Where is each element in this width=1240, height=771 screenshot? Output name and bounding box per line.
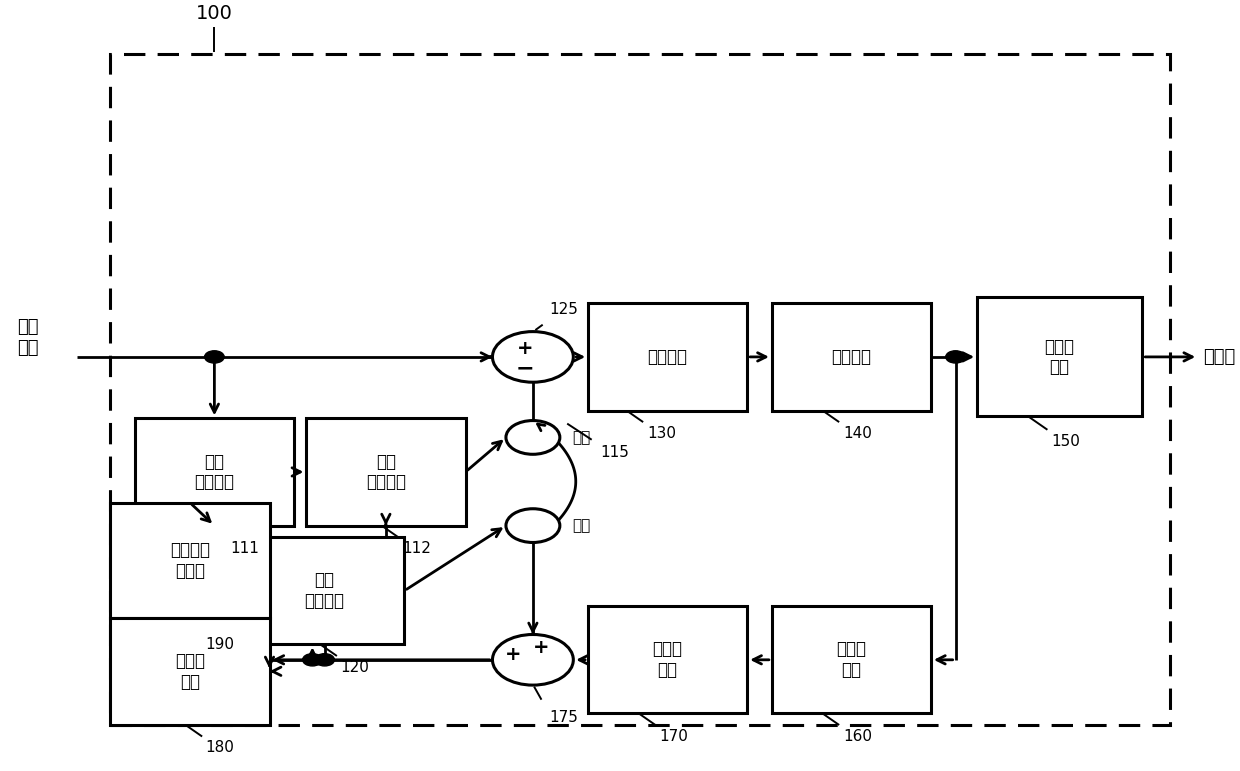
Circle shape xyxy=(492,635,573,685)
Text: 输入
图像: 输入 图像 xyxy=(17,318,38,357)
Text: 130: 130 xyxy=(647,426,676,441)
Circle shape xyxy=(946,351,965,363)
Text: +: + xyxy=(505,645,521,665)
Bar xyxy=(110,54,1169,725)
Text: +: + xyxy=(533,638,549,657)
Text: 反量化
单元: 反量化 单元 xyxy=(837,641,867,679)
Text: 参考画面
缓冲器: 参考画面 缓冲器 xyxy=(170,540,210,580)
Text: 逆变换
单元: 逆变换 单元 xyxy=(652,641,683,679)
Text: 111: 111 xyxy=(231,541,259,556)
Circle shape xyxy=(205,351,224,363)
Text: +: + xyxy=(517,338,533,358)
Text: 160: 160 xyxy=(843,729,872,744)
Text: 170: 170 xyxy=(660,729,688,744)
Text: 帧内: 帧内 xyxy=(572,518,590,533)
Text: 量化单元: 量化单元 xyxy=(831,348,872,366)
Bar xyxy=(588,606,748,713)
Text: 运动
预测单元: 运动 预测单元 xyxy=(195,453,234,491)
Text: 变换单元: 变换单元 xyxy=(647,348,688,366)
Bar xyxy=(135,418,294,526)
Text: 150: 150 xyxy=(1052,433,1080,449)
Text: 比特流: 比特流 xyxy=(1203,348,1235,366)
Text: 180: 180 xyxy=(206,740,234,756)
Text: 滤波器
单元: 滤波器 单元 xyxy=(175,652,205,691)
Text: 帧内
预测单元: 帧内 预测单元 xyxy=(305,571,345,610)
Text: 100: 100 xyxy=(196,5,233,23)
Text: 帧间: 帧间 xyxy=(572,430,590,445)
Circle shape xyxy=(303,654,322,666)
Bar xyxy=(977,298,1142,416)
Bar xyxy=(110,618,269,725)
Text: 190: 190 xyxy=(206,637,234,651)
Circle shape xyxy=(315,654,335,666)
Text: 112: 112 xyxy=(402,541,430,556)
Text: 115: 115 xyxy=(600,445,629,460)
Circle shape xyxy=(506,509,559,543)
Bar xyxy=(588,303,748,411)
Circle shape xyxy=(506,420,559,454)
Bar xyxy=(771,606,931,713)
Bar xyxy=(306,418,465,526)
Text: −: − xyxy=(516,359,534,379)
Circle shape xyxy=(492,332,573,382)
Text: 125: 125 xyxy=(549,302,578,317)
Text: 120: 120 xyxy=(341,660,370,675)
Text: 175: 175 xyxy=(549,709,578,725)
Bar xyxy=(246,537,404,645)
Text: 运动
补偿单元: 运动 补偿单元 xyxy=(366,453,405,491)
Bar xyxy=(771,303,931,411)
Text: 熵编码
单元: 熵编码 单元 xyxy=(1044,338,1075,376)
Text: 140: 140 xyxy=(843,426,872,441)
Bar xyxy=(110,503,269,618)
